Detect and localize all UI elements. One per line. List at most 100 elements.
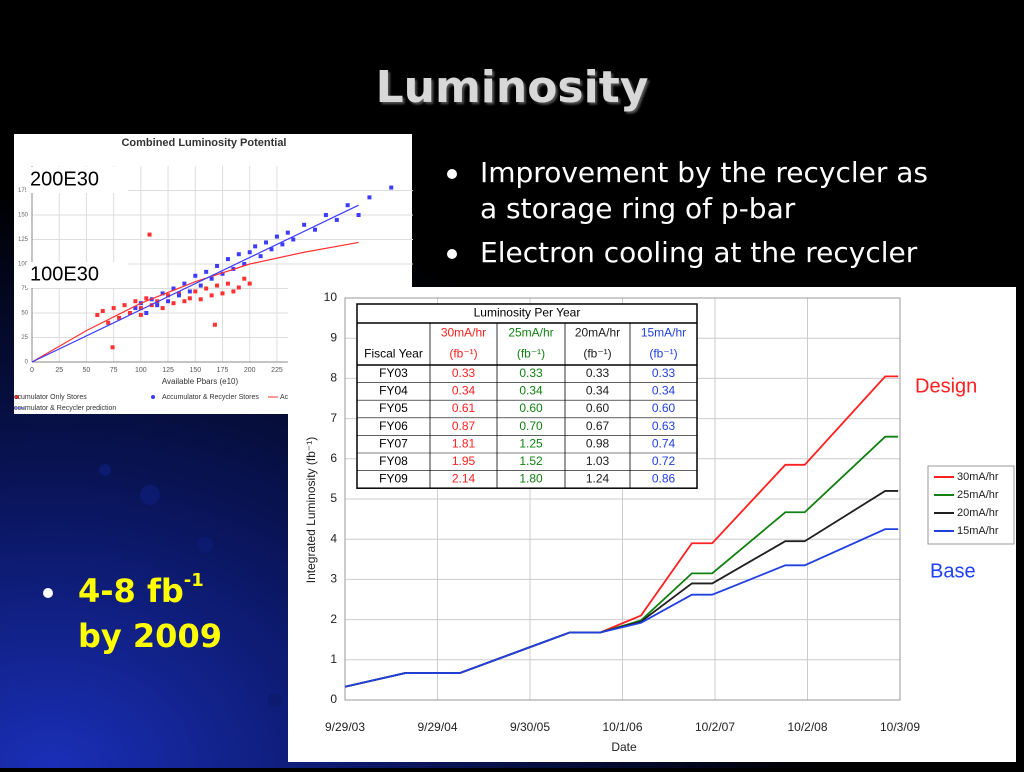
table-cell: 1.24 bbox=[586, 472, 610, 486]
table-cell: 0.34 bbox=[652, 384, 676, 398]
table-title: Luminosity Per Year bbox=[474, 306, 581, 320]
series-line bbox=[344, 528, 899, 688]
table-cell: FY08 bbox=[379, 454, 408, 468]
legend-label: ccumulator Only Stores bbox=[14, 394, 87, 401]
bullet-text: Improvement by the recycler as bbox=[480, 156, 928, 189]
legend-label: Accumulator & Recycler Stores bbox=[162, 394, 259, 401]
scatter-point bbox=[95, 312, 100, 317]
chart-title: Combined Luminosity Potential bbox=[121, 137, 286, 149]
scatter-point bbox=[274, 234, 279, 239]
fit-line bbox=[31, 204, 359, 363]
y-tick-label: 150 bbox=[18, 213, 29, 219]
table-cell: 1.80 bbox=[519, 472, 543, 486]
table-cell: 0.33 bbox=[652, 366, 676, 380]
scatter-point bbox=[160, 306, 165, 311]
y-tick-label: 1 bbox=[330, 652, 337, 666]
scatter-point bbox=[247, 281, 252, 286]
x-tick-label: 10/2/07 bbox=[695, 720, 735, 734]
scatter-point bbox=[323, 213, 328, 217]
scatter-point bbox=[138, 306, 143, 311]
plot-frame bbox=[344, 297, 901, 701]
table-cell: 0.70 bbox=[519, 419, 543, 433]
table-cell: 1.95 bbox=[452, 454, 476, 468]
scatter-point bbox=[231, 289, 236, 294]
decoration bbox=[99, 464, 282, 707]
slide-title: Luminosity bbox=[376, 62, 649, 113]
scatter-point bbox=[187, 296, 192, 301]
scatter-point bbox=[291, 237, 296, 242]
scatter-point bbox=[127, 311, 132, 315]
scatter-point bbox=[313, 227, 318, 232]
scatter-point bbox=[138, 312, 143, 317]
y-tick-label: 10 bbox=[324, 290, 338, 304]
scatter-point bbox=[133, 306, 138, 311]
scatter-point bbox=[242, 276, 247, 281]
x-tick-label: 10/3/09 bbox=[880, 720, 920, 734]
y-tick-label: 100 bbox=[18, 262, 29, 268]
annotation: Base bbox=[930, 560, 976, 582]
scatter-point bbox=[160, 291, 165, 296]
legend-marker bbox=[151, 395, 155, 399]
scatter-point bbox=[236, 285, 241, 290]
scatter-point bbox=[193, 289, 198, 294]
table-cell: 0.67 bbox=[586, 419, 610, 433]
scatter-point bbox=[147, 232, 152, 237]
annotation-box bbox=[26, 262, 128, 288]
scatter-point bbox=[356, 213, 361, 217]
scatter-point bbox=[212, 322, 217, 327]
scatter-point bbox=[187, 289, 192, 294]
highlight-part: 4-8 fb bbox=[78, 572, 184, 610]
table-unit: (fb⁻¹) bbox=[517, 347, 545, 361]
table-background bbox=[356, 303, 698, 489]
x-tick-label: 25 bbox=[55, 367, 63, 374]
y-tick-label: 75 bbox=[21, 286, 28, 292]
table-cell: 0.34 bbox=[519, 384, 543, 398]
table-cell: 0.33 bbox=[452, 366, 476, 380]
highlight-sup: -1 bbox=[184, 570, 204, 591]
scatter-point bbox=[171, 301, 176, 306]
table-cell: 0.60 bbox=[519, 401, 543, 415]
x-tick-label: 200 bbox=[244, 367, 256, 374]
x-tick-label: 150 bbox=[189, 367, 201, 374]
x-tick-label: 0 bbox=[30, 367, 34, 374]
scatter-point bbox=[367, 195, 372, 200]
scatter-point bbox=[225, 281, 230, 286]
table-cell: 0.33 bbox=[519, 366, 543, 380]
table-cell: 1.03 bbox=[586, 454, 610, 468]
bullet-dot bbox=[43, 588, 53, 598]
y-tick-label: 2 bbox=[330, 612, 337, 626]
scatter-point bbox=[204, 286, 209, 291]
scatter-point bbox=[209, 293, 214, 298]
table-cell: 0.87 bbox=[452, 419, 476, 433]
table-cell: FY04 bbox=[379, 384, 408, 398]
x-tick-label: 225 bbox=[271, 367, 283, 374]
table-unit: (fb⁻¹) bbox=[583, 347, 611, 361]
scatter-point bbox=[182, 299, 187, 304]
annotation: Design bbox=[915, 375, 977, 397]
table-cell: FY07 bbox=[379, 436, 408, 450]
x-tick-label: 9/30/05 bbox=[510, 720, 550, 734]
table-header: Fiscal Year bbox=[364, 347, 423, 361]
y-tick-label: 25 bbox=[21, 335, 28, 341]
scatter-point bbox=[176, 293, 181, 298]
annotation: 200E30 bbox=[30, 168, 99, 190]
scatter-point bbox=[264, 240, 269, 245]
scatter-point bbox=[100, 309, 105, 314]
x-tick-label: 125 bbox=[162, 367, 174, 374]
scatter-point bbox=[155, 303, 160, 308]
highlight-text: 4-8 fb-1 bbox=[78, 570, 204, 610]
legend-marker bbox=[15, 395, 19, 399]
scatter-point bbox=[122, 303, 127, 308]
x-tick-label: 9/29/04 bbox=[417, 720, 457, 734]
scatter-point bbox=[133, 299, 138, 304]
scatter-point bbox=[258, 254, 263, 259]
scatter-point bbox=[220, 271, 225, 276]
scatter-point bbox=[106, 320, 111, 325]
table-cell: 0.63 bbox=[652, 419, 676, 433]
scatter-point bbox=[193, 273, 198, 278]
scatter-point bbox=[220, 291, 225, 296]
table-header: 25mA/hr bbox=[508, 326, 553, 340]
legend-label: 25mA/hr bbox=[957, 489, 999, 501]
